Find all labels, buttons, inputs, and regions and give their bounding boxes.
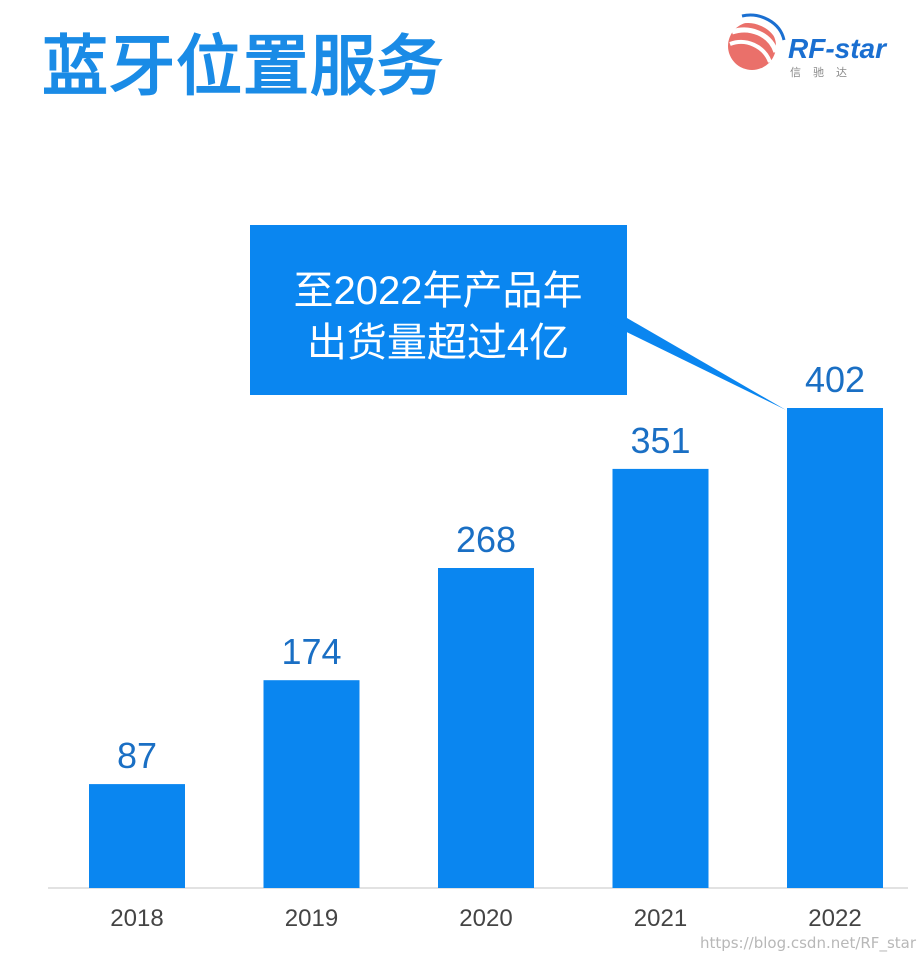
x-tick-label-2019: 2019 [285, 905, 338, 932]
logo-wordmark: RF-star [788, 33, 887, 64]
x-tick-label-2022: 2022 [808, 905, 861, 932]
bar-value-label-2021: 351 [630, 420, 690, 461]
x-tick-label-2018: 2018 [110, 905, 163, 932]
page-title: 蓝牙位置服务 [42, 29, 444, 103]
callout-line-2: 出货量超过4亿 [307, 321, 569, 365]
bar-value-label-2018: 87 [117, 735, 157, 776]
callout-pointer [598, 318, 786, 410]
x-tick-label-2021: 2021 [634, 905, 687, 932]
bar-value-label-2020: 268 [456, 519, 516, 560]
callout-box [250, 225, 627, 395]
x-tick-label-2020: 2020 [459, 905, 512, 932]
watermark: https://blog.csdn.net/RF_star [699, 934, 916, 952]
brand-logo: RF-star 信驰达 [722, 10, 922, 90]
callout: 至2022年产品年 出货量超过4亿 [250, 225, 786, 410]
logo-subtitle: 信驰达 [790, 67, 859, 79]
bar-2019 [263, 680, 360, 888]
bar-2018 [89, 784, 185, 888]
bar-2021 [612, 468, 709, 888]
bar-value-label-2019: 174 [281, 631, 341, 672]
bar-2022 [787, 408, 883, 888]
bar-2020 [438, 568, 534, 888]
callout-line-1: 至2022年产品年 [294, 269, 583, 313]
bar-value-label-2022: 402 [805, 359, 865, 400]
rf-star-globe-icon [728, 13, 786, 70]
